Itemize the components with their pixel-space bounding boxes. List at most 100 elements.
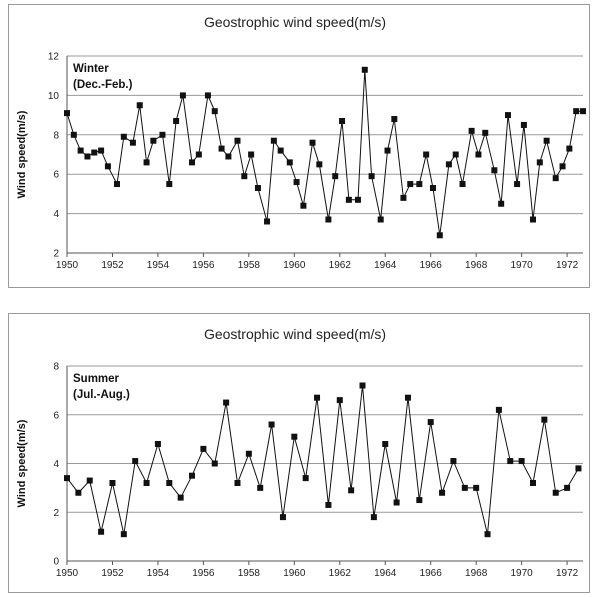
data-point-marker — [566, 145, 573, 152]
data-point-marker — [559, 163, 566, 170]
x-tick-label: 1972 — [556, 568, 579, 579]
data-point-marker — [461, 484, 468, 491]
x-tick-label: 1964 — [374, 568, 397, 579]
data-point-marker — [536, 159, 543, 166]
data-point-marker — [248, 151, 255, 158]
data-point-marker — [132, 458, 139, 465]
winter-chart-panel: Geostrophic wind speed(m/s) 2 4 6 8 10 12 1950 1… — [8, 4, 590, 288]
x-tick-label: 1970 — [511, 260, 534, 271]
data-point-marker — [179, 92, 186, 99]
data-point-marker — [254, 184, 261, 191]
x-tick-label: 1956 — [192, 260, 215, 271]
data-point-marker — [218, 145, 225, 152]
y-tick-label: 8 — [53, 362, 59, 373]
x-tick-label: 1972 — [556, 260, 579, 271]
data-point-marker — [339, 118, 346, 125]
data-point-marker — [491, 167, 498, 174]
data-point-marker — [514, 181, 521, 188]
data-point-marker — [195, 151, 202, 158]
data-point-marker — [159, 131, 166, 138]
data-point-marker — [564, 484, 571, 491]
data-point-marker — [257, 484, 264, 491]
data-point-marker — [189, 472, 196, 479]
data-point-marker — [143, 159, 150, 166]
data-point-marker — [382, 441, 389, 447]
data-point-marker — [286, 159, 293, 166]
data-point-marker — [377, 216, 384, 223]
summer-wind-speed-chart: Geostrophic wind speed(m/s) 0 2 4 6 8 1950 1952… — [16, 326, 583, 579]
data-point-marker — [279, 514, 286, 521]
y-tick-label: 0 — [53, 557, 59, 568]
x-tick-label: 1968 — [465, 260, 488, 271]
season-months-label: (Dec.-Feb.) — [73, 79, 133, 91]
data-point-marker — [264, 218, 271, 225]
data-point-marker — [520, 121, 527, 128]
data-point-marker — [541, 416, 548, 423]
data-point-marker — [177, 494, 184, 501]
data-point-marker — [439, 489, 446, 496]
x-tick-label: 1952 — [101, 260, 124, 271]
x-tick-label: 1968 — [465, 568, 488, 579]
x-tick-label: 1952 — [101, 568, 124, 579]
data-point-marker — [245, 450, 252, 457]
data-point-marker — [450, 458, 457, 465]
data-point-marker — [468, 127, 475, 134]
x-tick-label: 1958 — [238, 568, 261, 579]
data-point-marker — [314, 394, 321, 401]
data-point-marker — [575, 465, 582, 472]
data-point-marker — [498, 200, 505, 207]
data-point-marker — [300, 202, 307, 209]
data-point-marker — [120, 133, 127, 140]
data-point-marker — [293, 179, 300, 186]
data-point-marker — [204, 92, 211, 99]
data-point-marker — [495, 406, 502, 413]
data-point-marker — [64, 110, 70, 117]
data-point-marker — [473, 484, 480, 491]
data-point-marker — [114, 181, 121, 188]
data-point-marker — [445, 161, 452, 168]
y-tick-label: 10 — [48, 91, 60, 102]
data-point-marker — [104, 163, 111, 170]
data-point-marker — [64, 475, 70, 482]
data-point-marker — [482, 129, 489, 136]
data-point-marker — [529, 480, 536, 486]
data-point-marker — [552, 175, 559, 182]
data-point-marker — [84, 153, 91, 160]
data-point-marker — [423, 151, 430, 158]
data-point-marker — [211, 108, 218, 115]
data-point-marker — [234, 137, 241, 144]
data-point-marker — [223, 399, 230, 406]
x-tick-label: 1960 — [283, 260, 306, 271]
data-point-marker — [507, 458, 514, 465]
data-point-marker — [368, 173, 375, 180]
data-point-marker — [370, 514, 377, 521]
data-point-marker — [200, 445, 207, 452]
chart-title: Geostrophic wind speed(m/s) — [204, 14, 386, 30]
data-point-marker — [302, 475, 309, 482]
y-axis-label: Wind speed(m/s) — [16, 110, 28, 198]
data-point-marker — [109, 480, 116, 486]
data-point-marker — [75, 489, 82, 496]
data-point-marker — [309, 139, 316, 146]
x-tick-label: 1950 — [56, 260, 79, 271]
data-point-marker — [70, 131, 77, 138]
season-months-label: (Jul.-Aug.) — [73, 389, 130, 401]
x-tick-label: 1950 — [56, 568, 79, 579]
data-point-marker — [416, 181, 423, 188]
data-point-marker — [234, 480, 241, 486]
data-point-marker — [336, 397, 343, 404]
x-tick-label: 1954 — [147, 568, 170, 579]
data-point-marker — [166, 480, 173, 486]
x-tick-label: 1958 — [238, 260, 261, 271]
data-point-marker — [150, 137, 157, 144]
data-point-marker — [436, 232, 443, 239]
x-tick-label: 1966 — [420, 568, 443, 579]
y-tick-label: 2 — [53, 508, 59, 519]
data-point-marker — [391, 116, 398, 123]
y-axis-label: Wind speed(m/s) — [16, 419, 28, 507]
x-tick-label: 1966 — [420, 260, 443, 271]
data-point-marker — [354, 196, 361, 203]
data-point-marker — [86, 477, 93, 484]
data-point-marker — [225, 153, 232, 160]
chart-title: Geostrophic wind speed(m/s) — [204, 326, 386, 342]
